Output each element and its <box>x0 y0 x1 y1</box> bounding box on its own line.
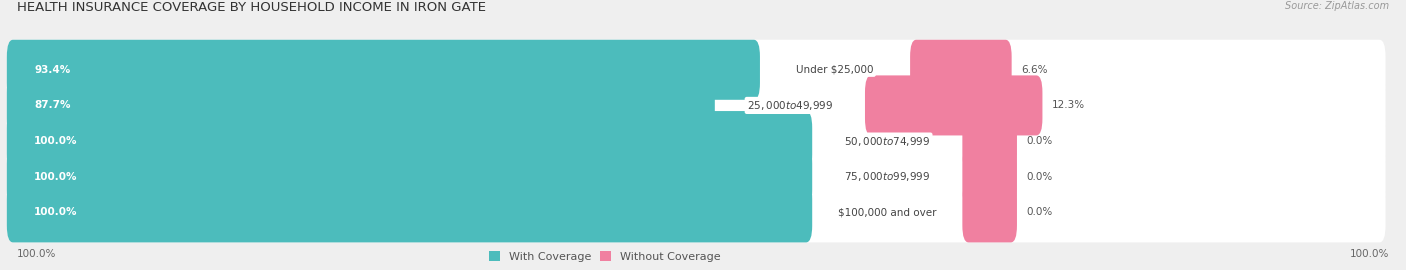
Text: 93.4%: 93.4% <box>34 65 70 75</box>
FancyBboxPatch shape <box>7 40 761 100</box>
Text: 100.0%: 100.0% <box>34 136 77 146</box>
Text: 100.0%: 100.0% <box>34 207 77 217</box>
Text: 100.0%: 100.0% <box>17 249 56 259</box>
Text: Under $25,000: Under $25,000 <box>796 65 873 75</box>
Text: $25,000 to $49,999: $25,000 to $49,999 <box>747 99 834 112</box>
FancyBboxPatch shape <box>7 40 1385 100</box>
Text: 100.0%: 100.0% <box>34 172 77 182</box>
Text: 100.0%: 100.0% <box>1350 249 1389 259</box>
FancyBboxPatch shape <box>7 75 1385 136</box>
Legend: With Coverage, Without Coverage: With Coverage, Without Coverage <box>489 251 720 262</box>
Text: $100,000 and over: $100,000 and over <box>838 207 936 217</box>
FancyBboxPatch shape <box>962 111 1017 171</box>
Text: 6.6%: 6.6% <box>1021 65 1047 75</box>
FancyBboxPatch shape <box>962 182 1017 242</box>
FancyBboxPatch shape <box>7 147 1385 207</box>
Text: 87.7%: 87.7% <box>34 100 70 110</box>
Text: HEALTH INSURANCE COVERAGE BY HOUSEHOLD INCOME IN IRON GATE: HEALTH INSURANCE COVERAGE BY HOUSEHOLD I… <box>17 1 486 14</box>
FancyBboxPatch shape <box>7 182 813 242</box>
FancyBboxPatch shape <box>865 75 1042 136</box>
FancyBboxPatch shape <box>910 40 1012 100</box>
Text: Source: ZipAtlas.com: Source: ZipAtlas.com <box>1285 1 1389 11</box>
FancyBboxPatch shape <box>7 182 1385 242</box>
FancyBboxPatch shape <box>7 111 813 171</box>
Text: 12.3%: 12.3% <box>1052 100 1085 110</box>
Text: $50,000 to $74,999: $50,000 to $74,999 <box>844 134 931 148</box>
FancyBboxPatch shape <box>7 75 714 136</box>
FancyBboxPatch shape <box>7 111 1385 171</box>
FancyBboxPatch shape <box>7 147 813 207</box>
Text: 0.0%: 0.0% <box>1026 136 1053 146</box>
Text: $75,000 to $99,999: $75,000 to $99,999 <box>844 170 931 183</box>
Text: 0.0%: 0.0% <box>1026 172 1053 182</box>
Text: 0.0%: 0.0% <box>1026 207 1053 217</box>
FancyBboxPatch shape <box>962 147 1017 207</box>
